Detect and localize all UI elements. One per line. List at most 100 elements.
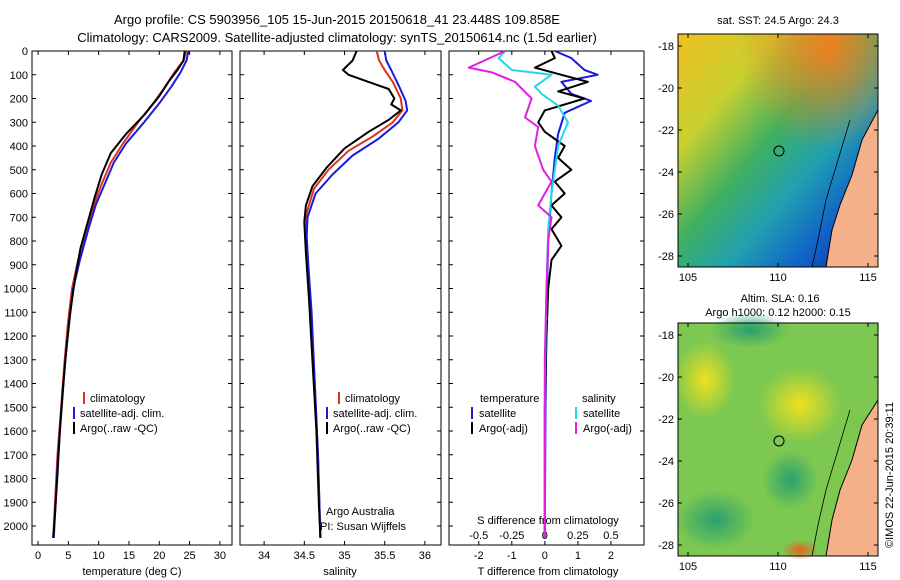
legend-label-temp-satellite: satellite	[479, 408, 516, 420]
sst-map: sat. SST: 24.5 Argo: 24.3 -18 -20 -22 -24 -2…	[658, 15, 879, 284]
map-x-tick-label: 115	[859, 272, 877, 284]
x-tick-label: 10	[93, 550, 105, 562]
sst-map-axes: -18 -20 -22 -24 -26 -28 105 110 115	[658, 34, 878, 284]
legend-label-argo: Argo(..raw -QC)	[80, 423, 158, 435]
map-x-tick-label: 105	[679, 272, 697, 284]
map-y-tick-label: -18	[658, 41, 674, 53]
depth-tick-label: 700	[10, 212, 28, 224]
depth-tick-label: 900	[10, 260, 28, 272]
map-y-tick-label: -24	[658, 167, 674, 179]
difference-panel-frame	[448, 50, 645, 546]
map-y-tick-label: -22	[658, 414, 674, 426]
imos-credit: ©IMOS 22-Jun-2015 20:39:11	[884, 402, 896, 548]
map-y-tick-label: -24	[658, 456, 674, 468]
x-tick-label: 1	[575, 550, 581, 562]
legend-title-salinity: salinity	[582, 393, 616, 405]
salinity-series-group	[303, 51, 409, 538]
map-y-tick-label: -26	[658, 498, 674, 510]
x-tick-label: 2	[608, 550, 614, 562]
x-tick-label: 0	[35, 550, 41, 562]
temperature-panel-frame	[31, 50, 233, 546]
x-tick-label: 35.5	[374, 550, 395, 562]
x-tick-label: 30	[214, 550, 226, 562]
series-line-argo	[303, 51, 402, 538]
series-line-satellite	[543, 51, 599, 538]
temperature-xlabel: temperature (deg C)	[82, 566, 181, 578]
figure-title-line2: Climatology: CARS2009. Satellite-adjuste…	[77, 30, 597, 45]
salinity-xlabel: salinity	[323, 566, 357, 578]
legend-label-climatology: climatology	[90, 393, 146, 405]
legend-label-sal-argo: Argo(-adj)	[583, 423, 632, 435]
map-x-tick-label: 110	[769, 561, 787, 573]
map-y-tick-label: -26	[658, 209, 674, 221]
depth-tick-label: 0	[22, 46, 28, 58]
legend-title-temperature: temperature	[480, 393, 539, 405]
x-tick-label: -1	[507, 550, 517, 562]
temperature-legend: climatology satellite-adj. clim. Argo(..…	[73, 392, 164, 435]
depth-tick-label: 1900	[4, 497, 28, 509]
legend-label-climatology: climatology	[345, 393, 401, 405]
legend-label-argo: Argo(..raw -QC)	[333, 423, 411, 435]
credit-argo-australia: Argo Australia	[326, 506, 395, 518]
difference-x-axis: -2 -1 0 1 2	[474, 51, 614, 562]
map-x-tick-label: 105	[679, 561, 697, 573]
depth-tick-label: 1000	[4, 284, 28, 296]
sla-map-title-line1: Altim. SLA: 0.16	[741, 293, 820, 305]
x-tick-label: 15	[123, 550, 135, 562]
sla-low-anomaly	[710, 312, 790, 348]
depth-tick-label: 200	[10, 94, 28, 106]
x-tick-label: 35	[338, 550, 350, 562]
difference-xlabel-top: S difference from climatology	[477, 515, 619, 527]
depth-tick-label: 1200	[4, 331, 28, 343]
x-tick-label: 20	[153, 550, 165, 562]
salinity-panel-frame	[239, 50, 442, 546]
map-y-tick-label: -28	[658, 251, 674, 263]
sla-high-anomaly	[675, 340, 735, 420]
map-y-tick-label: -20	[658, 372, 674, 384]
sla-low-anomaly	[762, 450, 818, 510]
depth-tick-label: 100	[10, 70, 28, 82]
difference-series-group	[467, 51, 599, 538]
depth-tick-label: 400	[10, 141, 28, 153]
s-tick-label: -0.5	[469, 530, 488, 542]
depth-tick-label: 1300	[4, 355, 28, 367]
x-tick-label: 36	[419, 550, 431, 562]
temperature-series-group	[52, 51, 190, 538]
depth-tick-label: 1100	[4, 307, 28, 319]
series-line-climatology	[304, 51, 404, 538]
x-tick-label: 25	[183, 550, 195, 562]
depth-tick-label: 500	[10, 165, 28, 177]
map-x-tick-label: 110	[769, 272, 787, 284]
depth-tick-label: 2000	[4, 521, 28, 533]
credit-pi-name: PI: Susan Wijffels	[320, 521, 406, 533]
difference-legend-temperature: temperature satellite Argo(-adj)	[471, 393, 539, 435]
depth-tick-label: 1400	[4, 379, 28, 391]
map-y-tick-label: -22	[658, 125, 674, 137]
depth-tick-label: 300	[10, 117, 28, 129]
depth-tick-label: 1600	[4, 426, 28, 438]
s-tick-label: -0.25	[499, 530, 524, 542]
series-line-satellite	[305, 51, 409, 538]
x-tick-label: -2	[474, 550, 484, 562]
depth-tick-label: 1500	[4, 402, 28, 414]
x-tick-label: 5	[65, 550, 71, 562]
x-tick-label: 34	[258, 550, 270, 562]
sst-bathymetry-contour	[811, 119, 851, 268]
sla-map-axes: -18 -20 -22 -24 -26 -28 105 110 115	[658, 323, 878, 573]
legend-label-satellite: satellite-adj. clim.	[80, 408, 164, 420]
map-y-tick-label: -28	[658, 540, 674, 552]
depth-axis: 0 100 200 300 400 500 600 700 800 900 1000 1100 1200…	[4, 46, 644, 533]
sst-map-title: sat. SST: 24.5 Argo: 24.3	[717, 15, 839, 27]
map-x-tick-label: 115	[859, 561, 877, 573]
sla-map: Altim. SLA: 0.16 Argo h1000: 0.12 h2000:…	[658, 293, 879, 573]
depth-tick-label: 1800	[4, 474, 28, 486]
sla-high-anomaly-peak	[782, 540, 818, 560]
sla-low-anomaly	[675, 490, 755, 550]
figure-title-line1: Argo profile: CS 5903956_105 15-Jun-2015…	[114, 12, 560, 27]
sla-bathymetry-contour	[811, 409, 851, 557]
series-line-argo	[52, 51, 186, 538]
legend-label-temp-argo: Argo(-adj)	[479, 423, 528, 435]
depth-tick-label: 1700	[4, 450, 28, 462]
salinity-x-axis: 34 34.5 35 35.5 36	[258, 51, 431, 562]
